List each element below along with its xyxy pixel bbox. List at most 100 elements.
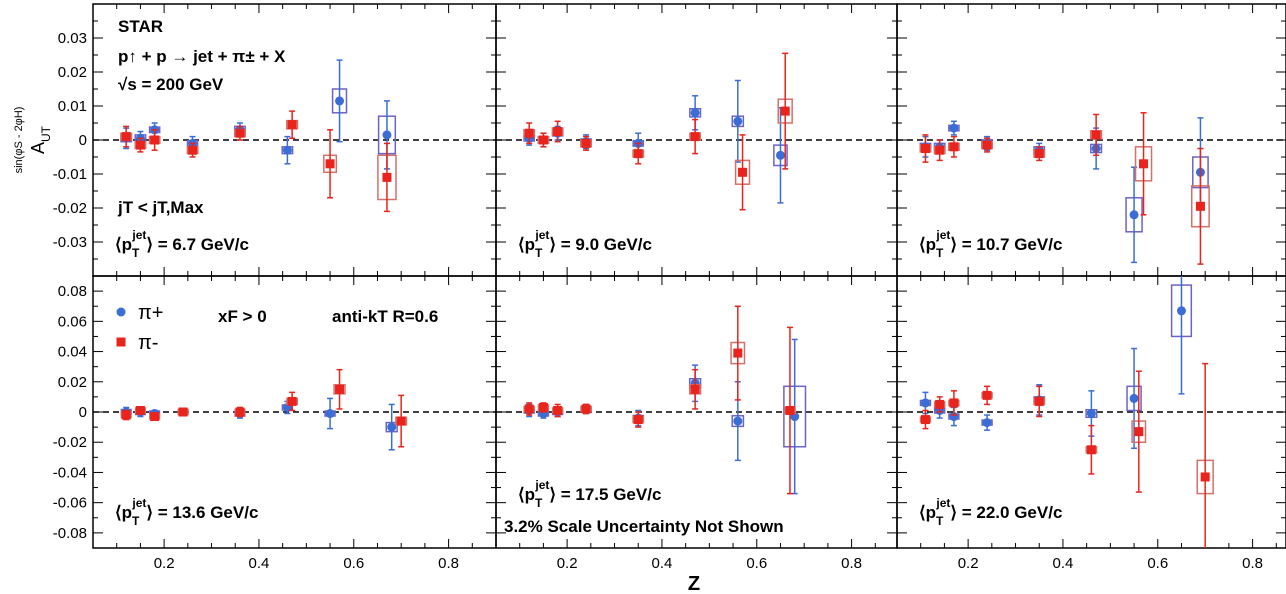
- y-tick-label: 0.06: [58, 313, 87, 330]
- y-tick-label: -0.03: [53, 234, 87, 251]
- x-tick-label: 0.2: [958, 555, 979, 572]
- legend-label-pi-plus: π+: [138, 302, 163, 324]
- point-pi-minus: [178, 407, 188, 417]
- point-pi-minus: [935, 145, 945, 155]
- pt-jet-label: ⟨pTjet⟩ = 6.7 GeV/c: [115, 228, 249, 260]
- panel-top-right: ⟨pTjet⟩ = 10.7 GeV/c: [896, 3, 1286, 277]
- process-label: p↑ + p → jet + π± + X: [118, 47, 286, 66]
- point-pi-minus: [287, 396, 297, 406]
- y-tick-label: -0.02: [53, 434, 87, 451]
- point-pi-plus: [733, 116, 743, 126]
- point-pi-minus: [1034, 149, 1044, 159]
- point-pi-minus: [949, 398, 959, 408]
- point-pi-minus: [738, 167, 748, 177]
- data-marks: [523, 305, 807, 495]
- pt-jet-label: ⟨pTjet⟩ = 22.0 GeV/c: [919, 496, 1062, 528]
- point-pi-minus: [1034, 396, 1044, 406]
- y-tick-label: -0.04: [53, 464, 87, 481]
- point-pi-minus: [150, 412, 160, 422]
- y-tick-label: 0.02: [58, 374, 87, 391]
- x-tick-label: 0.6: [746, 555, 767, 572]
- legend-marker-pi-plus: [116, 307, 126, 317]
- y-tick-label: 0.08: [58, 283, 87, 300]
- data-marks: [919, 112, 1210, 265]
- y-tick-label: 0.01: [58, 98, 87, 115]
- y-label-sub: UT: [39, 125, 53, 142]
- point-pi-minus: [538, 135, 548, 145]
- point-pi-minus: [188, 145, 198, 155]
- legend-label-pi-minus: π-: [138, 332, 158, 354]
- y-tick-label: -0.01: [53, 166, 87, 183]
- data-marks: [120, 59, 397, 213]
- point-pi-minus: [633, 415, 643, 425]
- point-pi-minus: [1139, 159, 1149, 169]
- point-pi-minus: [690, 384, 700, 394]
- point-pi-minus: [581, 404, 591, 414]
- point-pi-plus: [382, 130, 392, 140]
- point-pi-minus: [780, 106, 790, 116]
- jet-algorithm-label: anti-kT R=0.6: [332, 307, 438, 326]
- point-pi-minus: [538, 402, 548, 412]
- pt-jet-label: ⟨pTjet⟩ = 13.6 GeV/c: [115, 496, 258, 528]
- point-pi-plus: [949, 123, 959, 133]
- data-marks: [919, 276, 1214, 548]
- data-marks: [120, 368, 408, 451]
- experiment-label: STAR: [118, 17, 163, 36]
- panel-top-middle: ⟨pTjet⟩ = 9.0 GeV/c: [495, 3, 898, 277]
- svg-text:AUT: AUT: [28, 125, 53, 154]
- point-pi-minus: [1134, 427, 1144, 437]
- pt-jet-label: ⟨pTjet⟩ = 10.7 GeV/c: [919, 228, 1062, 260]
- point-pi-plus: [1129, 210, 1139, 220]
- point-pi-minus: [235, 128, 245, 138]
- panel-bottom-left: 0.2 0.4 0.6 0.8 0.08 0.06 0.04 0.02 0 -0.02 -0.04 -…: [53, 275, 497, 572]
- y-tick-label: 0.03: [58, 30, 87, 47]
- point-pi-plus: [982, 418, 992, 428]
- y-tick-label: 0: [79, 132, 87, 149]
- point-pi-minus: [287, 120, 297, 130]
- x-tick-label: 0.4: [1053, 555, 1074, 572]
- pt-jet-label: ⟨pTjet⟩ = 17.5 GeV/c: [518, 478, 661, 510]
- y-label-sup: sin(φS - 2φH): [13, 107, 25, 174]
- point-pi-minus: [121, 410, 131, 420]
- point-pi-minus: [325, 159, 335, 169]
- x-tick-label: 0.8: [841, 555, 862, 572]
- x-tick-label: 0.8: [1242, 555, 1263, 572]
- y-axis-superscript: sin(φS - 2φH): [13, 107, 25, 174]
- point-pi-minus: [949, 142, 959, 152]
- point-pi-minus: [1200, 472, 1210, 482]
- panels-layer: 0.03 0.02 0.01 0 -0.01 -0.02 -0.03 ⟨pTjet⟩ = 6.…: [53, 3, 1286, 572]
- legend-marker-pi-minus: [116, 337, 126, 347]
- y-label-main: A: [28, 142, 48, 154]
- x-tick-label: 0.6: [1147, 555, 1168, 572]
- y-tick-label: -0.06: [53, 495, 87, 512]
- panel-bottom-middle: 0.2 0.4 0.6 0.8 ⟨pTjet⟩ = 17.5 GeV/c: [495, 275, 898, 572]
- y-tick-label: 0.04: [58, 344, 87, 361]
- point-pi-minus: [524, 404, 534, 414]
- point-pi-minus: [1195, 201, 1205, 211]
- y-tick-label: 0.02: [58, 64, 87, 81]
- point-pi-minus: [982, 140, 992, 150]
- x-tick-label: 0.4: [652, 555, 673, 572]
- y-axis-title: AUT: [28, 125, 53, 154]
- panel-top-left: 0.03 0.02 0.01 0 -0.01 -0.02 -0.03 ⟨pTjet⟩ = 6.…: [53, 3, 497, 277]
- point-pi-minus: [733, 348, 743, 358]
- panel-bottom-right: 0.2 0.4 0.6 0.8 ⟨pTjet⟩ = 22.0 GeV/c: [896, 275, 1286, 572]
- point-pi-plus: [335, 96, 345, 106]
- legend: π+ π-: [116, 302, 163, 354]
- point-pi-minus: [135, 405, 145, 415]
- point-pi-minus: [1086, 445, 1096, 455]
- point-pi-minus: [135, 140, 145, 150]
- point-pi-minus: [1091, 130, 1101, 140]
- y-tick-label: 0: [79, 404, 87, 421]
- scale-uncertainty-note: 3.2% Scale Uncertainty Not Shown: [504, 517, 784, 536]
- point-pi-minus: [335, 384, 345, 394]
- xf-cut-label: xF > 0: [218, 307, 267, 326]
- point-pi-plus: [1129, 393, 1139, 403]
- point-pi-minus: [121, 132, 131, 142]
- data-marks: [523, 52, 793, 211]
- point-pi-minus: [935, 399, 945, 409]
- y-tick-label: -0.02: [53, 200, 87, 217]
- point-pi-minus: [553, 127, 563, 136]
- point-pi-minus: [982, 390, 992, 400]
- point-pi-minus: [581, 138, 591, 148]
